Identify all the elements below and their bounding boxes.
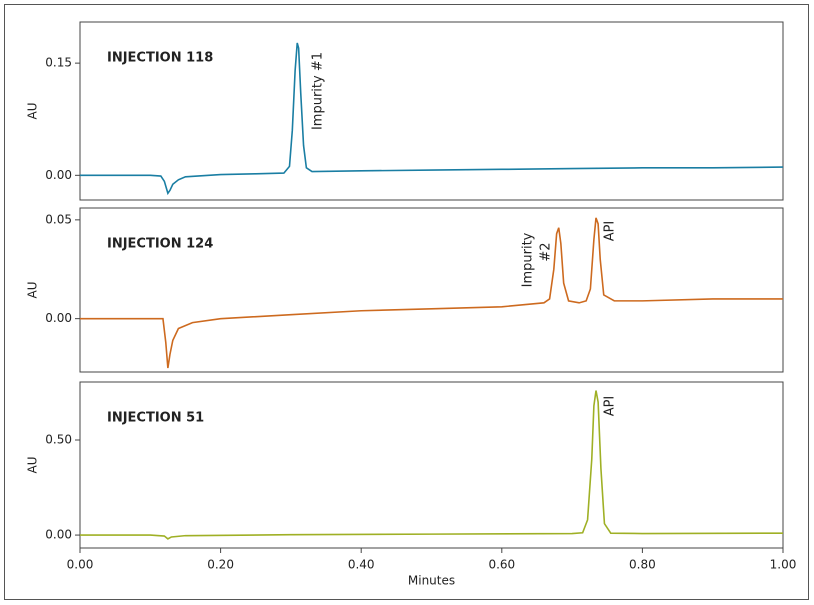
y-axis-label: AU [26,457,40,474]
x-tick-label: 0.80 [629,558,656,572]
annotation: Impurity #1 [311,52,326,130]
y-tick-label: 0.05 [45,212,72,226]
annotation: #2 [539,242,554,261]
annotation: API [603,396,618,417]
plot-frame [79,21,784,201]
annotation: API [603,221,618,242]
x-tick-label: 0.00 [67,558,94,572]
annotation: Impurity [521,232,536,287]
y-tick-label: 0.00 [45,528,72,542]
y-axis-label: AU [26,103,40,120]
panel-title: INJECTION 51 [107,411,204,426]
data-line [80,390,784,540]
x-tick-label: 0.20 [207,558,234,572]
plot-frame [79,381,784,549]
x-axis-label: Minutes [408,574,455,588]
y-tick-label: 0.15 [45,56,72,70]
panel-title: INJECTION 118 [107,51,213,66]
data-line [80,217,783,369]
y-tick-label: 0.00 [45,311,72,325]
x-tick-label: 0.60 [488,558,515,572]
y-axis-label: AU [26,282,40,299]
y-tick-label: 0.00 [45,168,72,182]
y-tick-label: 0.50 [45,432,72,446]
plot-frame [79,207,784,373]
outer-border [4,4,809,600]
x-tick-label: 1.00 [770,558,797,572]
panel-title: INJECTION 124 [107,237,213,252]
data-line [80,42,784,196]
x-tick-label: 0.40 [348,558,375,572]
